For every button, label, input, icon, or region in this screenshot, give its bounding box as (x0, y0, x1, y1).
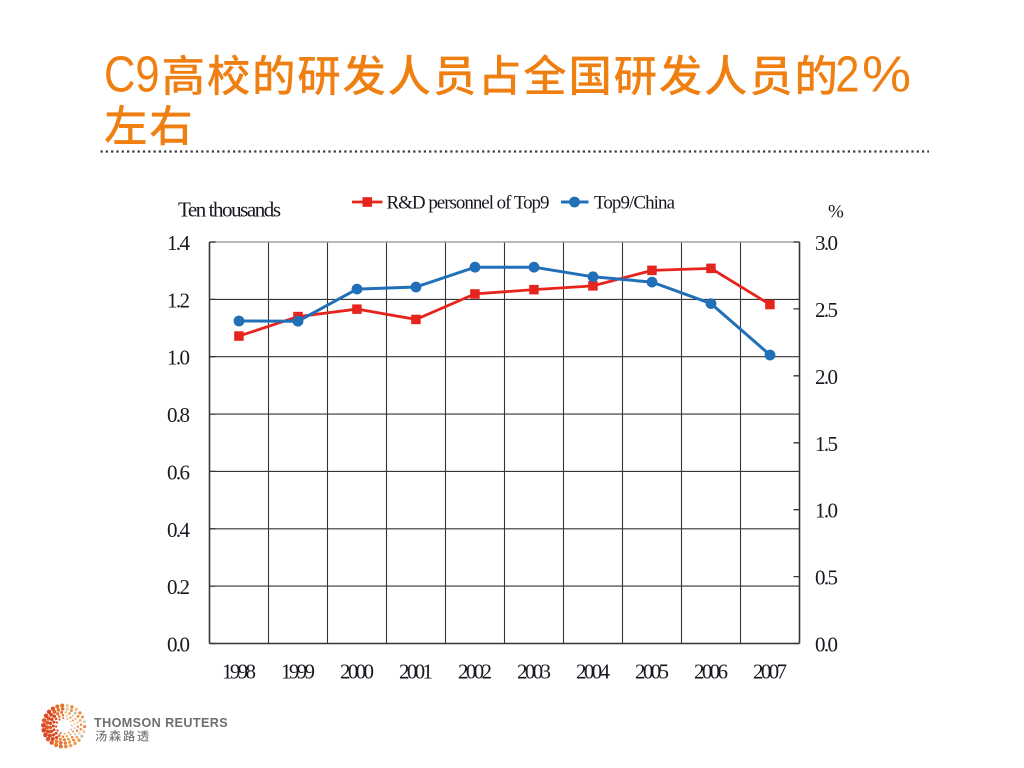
svg-text:1.0: 1.0 (167, 346, 190, 370)
svg-text:2005: 2005 (635, 660, 669, 684)
svg-text:0.0: 0.0 (815, 633, 838, 657)
svg-text:2.0: 2.0 (815, 365, 838, 389)
svg-text:0.4: 0.4 (167, 518, 191, 542)
svg-text:0.8: 0.8 (167, 403, 190, 427)
svg-text:1.2: 1.2 (167, 288, 190, 312)
svg-text:1.4: 1.4 (167, 231, 191, 255)
svg-text:Top9/China: Top9/China (594, 193, 676, 214)
svg-text:2004: 2004 (576, 660, 611, 684)
svg-text:2003: 2003 (517, 660, 551, 684)
svg-text:2006: 2006 (694, 660, 728, 684)
svg-text:2.5: 2.5 (815, 298, 838, 322)
svg-text:2002: 2002 (458, 660, 492, 684)
svg-text:1.5: 1.5 (815, 432, 838, 456)
svg-text:2007: 2007 (753, 660, 787, 684)
svg-text:0.6: 0.6 (167, 460, 190, 484)
svg-text:1999: 1999 (281, 660, 315, 684)
svg-text:THOMSON REUTERS: THOMSON REUTERS (94, 716, 228, 730)
svg-text:1998: 1998 (222, 660, 256, 684)
svg-text:2000: 2000 (340, 660, 374, 684)
svg-text:R&D personnel of Top9: R&D personnel of Top9 (387, 193, 550, 214)
svg-text:0.2: 0.2 (167, 575, 190, 599)
svg-text:1.0: 1.0 (815, 499, 838, 523)
svg-text:Ten thousands: Ten thousands (178, 198, 281, 222)
svg-text:2001: 2001 (399, 660, 433, 684)
svg-text:0.5: 0.5 (815, 566, 838, 590)
svg-text:%: % (828, 202, 844, 223)
svg-text:3.0: 3.0 (815, 231, 838, 255)
svg-text:0.0: 0.0 (167, 633, 190, 657)
